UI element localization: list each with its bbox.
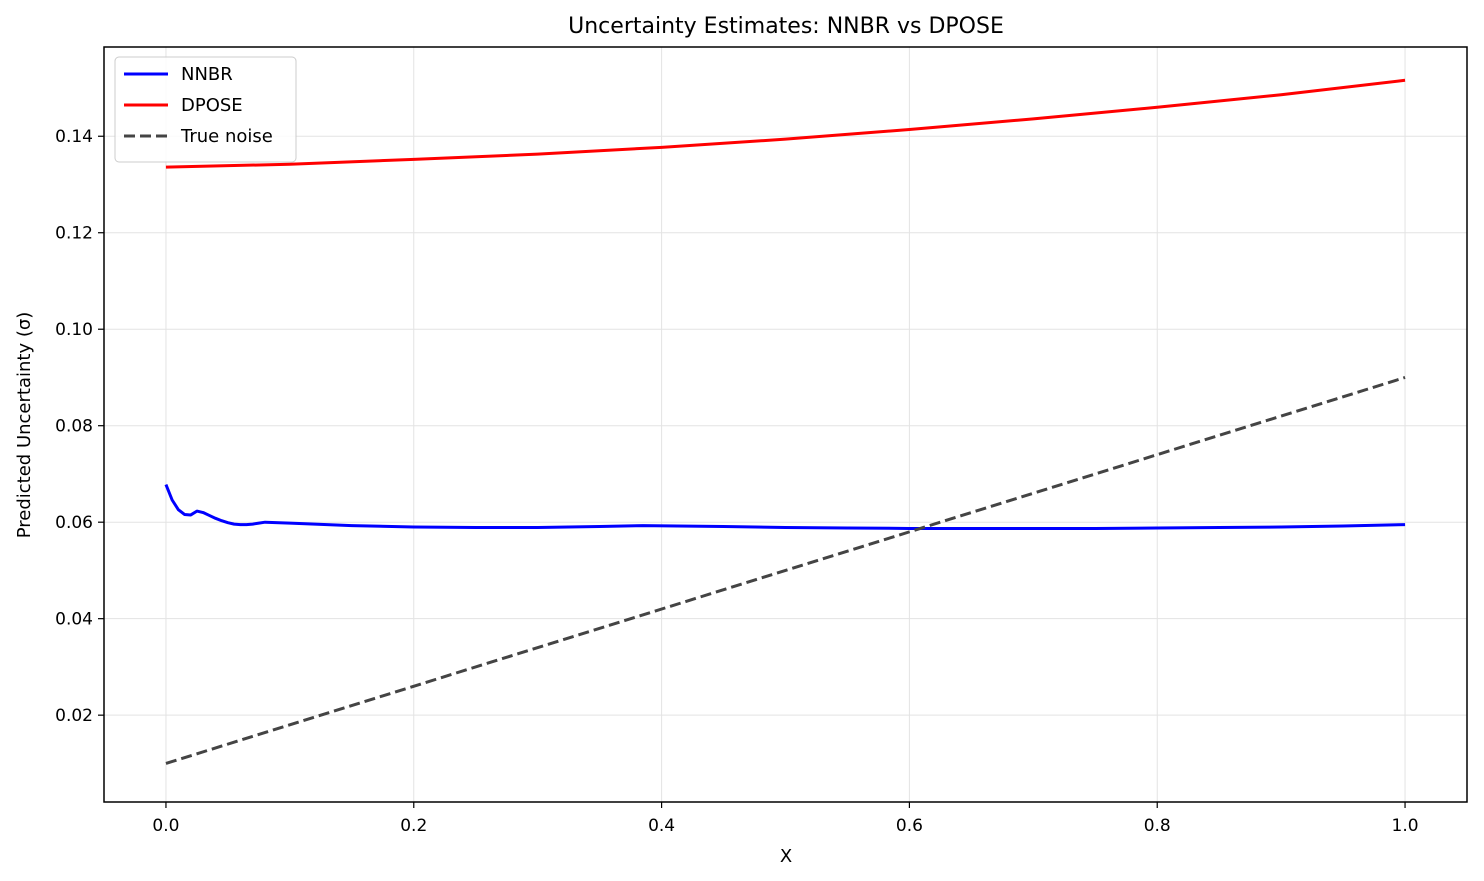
- legend: NNBR DPOSE True noise: [114, 56, 297, 163]
- x-tick-label: 0.2: [400, 816, 427, 836]
- series-line-true-noise: [165, 376, 1406, 765]
- y-tick-label: 0.10: [55, 320, 93, 340]
- y-tick-label: 0.08: [55, 417, 93, 437]
- plot-series: [164, 78, 1406, 765]
- y-tick-label: 0.14: [55, 127, 93, 147]
- x-tick-label: 0.0: [152, 816, 179, 836]
- legend-label: NNBR: [181, 64, 233, 85]
- grid: [104, 47, 1467, 802]
- y-axis-label: Predicted Uncertainty (σ): [14, 312, 35, 539]
- axis-ticks: 0.0 0.2 0.4 0.6 0.8 1.0 0.02 0.04 0.06 0.08 0.10 0.…: [55, 127, 1418, 836]
- y-tick-label: 0.12: [55, 224, 93, 244]
- y-tick-label: 0.02: [55, 706, 93, 726]
- y-tick-label: 0.04: [55, 610, 93, 630]
- y-tick-label: 0.06: [55, 513, 93, 533]
- series-line-dpose: [165, 78, 1406, 169]
- x-tick-label: 0.8: [1144, 816, 1171, 836]
- series-line-nnbr: [164, 484, 1406, 530]
- legend-label: True noise: [180, 126, 273, 147]
- x-tick-label: 0.6: [896, 816, 923, 836]
- x-tick-label: 1.0: [1392, 816, 1419, 836]
- x-tick-label: 0.4: [648, 816, 675, 836]
- legend-label: DPOSE: [181, 95, 243, 116]
- plot-frame: [103, 46, 1468, 803]
- chart-title: Uncertainty Estimates: NNBR vs DPOSE: [568, 14, 1004, 39]
- x-axis-label: X: [780, 846, 792, 867]
